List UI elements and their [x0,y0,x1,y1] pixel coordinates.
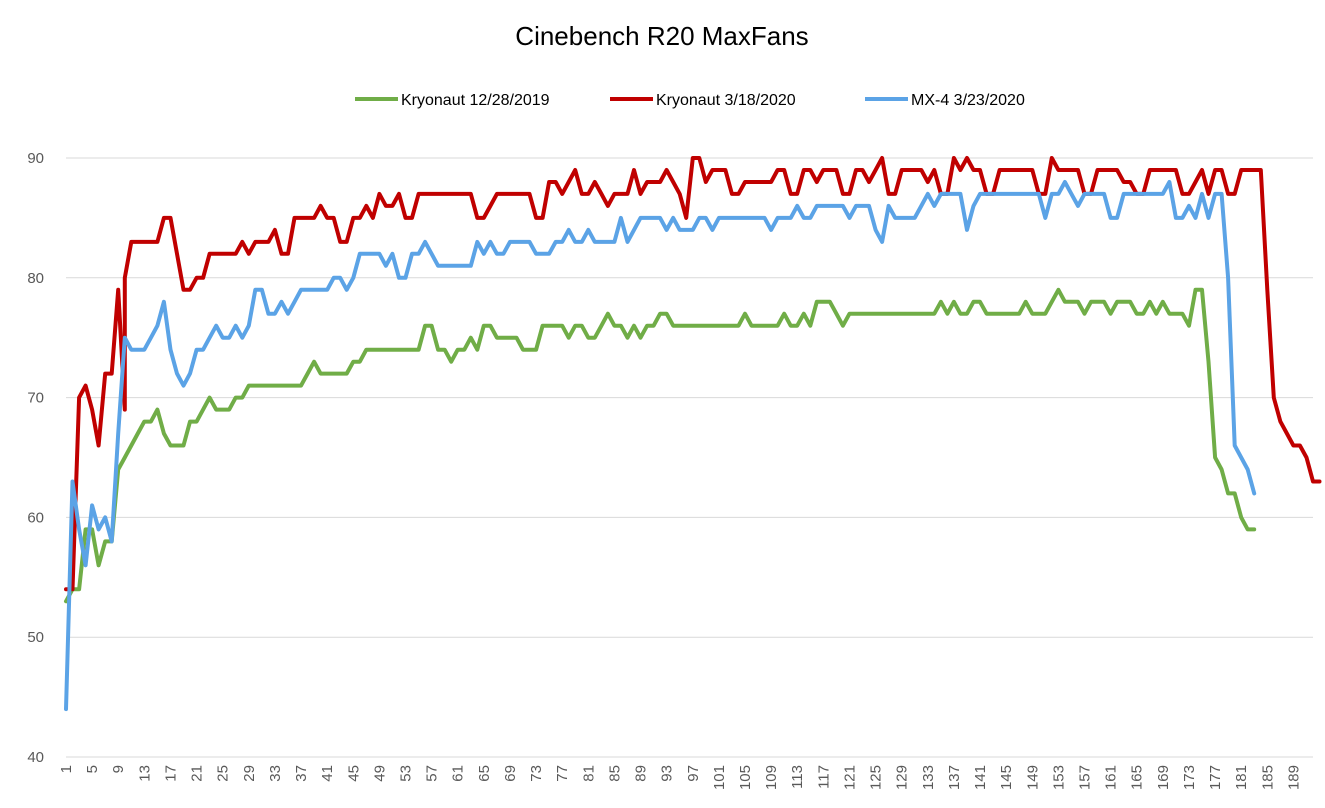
x-tick-label: 57 [424,765,441,782]
series-line-3 [64,180,1257,712]
x-tick-label: 89 [633,765,650,782]
x-tick-label: 145 [998,765,1015,790]
x-tick-label: 81 [580,765,597,782]
x-tick-label: 117 [815,765,832,789]
x-tick-label: 153 [1050,765,1067,790]
x-tick-label: 45 [345,765,362,782]
x-tick-label: 41 [319,765,336,782]
x-tick-label: 73 [528,765,545,782]
x-tick-label: 177 [1207,765,1224,790]
y-tick-label: 60 [27,509,44,526]
x-tick-label: 185 [1259,765,1276,790]
series-line-2 [64,156,1322,592]
x-tick-label: 173 [1181,765,1198,790]
x-tick-label: 13 [136,765,153,782]
x-tick-label: 21 [189,765,206,782]
y-tick-label: 80 [27,270,44,287]
chart-title: Cinebench R20 MaxFans [515,21,808,51]
gridlines [66,157,1313,638]
x-tick-label: 101 [711,765,728,790]
y-tick-label: 70 [27,390,44,407]
x-tick-label: 109 [763,765,780,790]
x-tick-label: 53 [397,765,414,782]
legend-label-2: Kryonaut 3/18/2020 [656,92,796,109]
x-tick-label: 49 [371,765,388,782]
x-tick-label: 85 [606,765,623,782]
x-tick-label: 121 [841,765,858,790]
x-tick-label: 33 [267,765,284,782]
y-tick-label: 40 [27,749,44,766]
legend-label-1: Kryonaut 12/28/2019 [401,92,550,109]
x-tick-label: 189 [1285,765,1302,790]
series-lines [64,156,1322,712]
x-tick-label: 25 [215,765,232,782]
x-tick-label: 129 [894,765,911,790]
x-tick-label: 5 [84,765,101,773]
x-tick-label: 181 [1233,765,1250,790]
x-tick-label: 105 [737,765,754,790]
legend: Kryonaut 12/28/2019 Kryonaut 3/18/2020 MX-… [355,92,1025,109]
x-tick-label: 69 [502,765,519,782]
axes: 40 50 60 70 80 90 1 5 9 13 17 21 25 29 33 37 41 45 49 53 57 6… [27,150,1313,790]
x-tick-label: 9 [110,765,127,773]
x-tick-label: 165 [1129,765,1146,790]
x-tick-label: 113 [789,765,806,789]
series-line-1 [64,287,1257,604]
x-tick-label: 61 [450,765,467,782]
x-tick-label: 1 [58,765,75,773]
x-tick-label: 65 [476,765,493,782]
x-tick-label: 137 [946,765,963,790]
x-tick-label: 149 [1024,765,1041,790]
x-tick-label: 169 [1155,765,1172,790]
y-tick-label: 90 [27,150,44,167]
x-tick-label: 97 [685,765,702,782]
y-tick-label: 50 [27,629,44,646]
x-tick-label: 125 [868,765,885,790]
x-tick-label: 17 [162,765,179,782]
x-tick-label: 161 [1103,765,1120,790]
x-tick-label: 157 [1076,765,1093,790]
x-tick-label: 93 [659,765,676,782]
x-tick-label: 29 [241,765,258,782]
legend-label-3: MX-4 3/23/2020 [911,92,1025,109]
x-tick-label: 77 [554,765,571,782]
x-tick-label: 141 [972,765,989,790]
x-tick-label: 37 [293,765,310,782]
x-tick-label: 133 [920,765,937,790]
